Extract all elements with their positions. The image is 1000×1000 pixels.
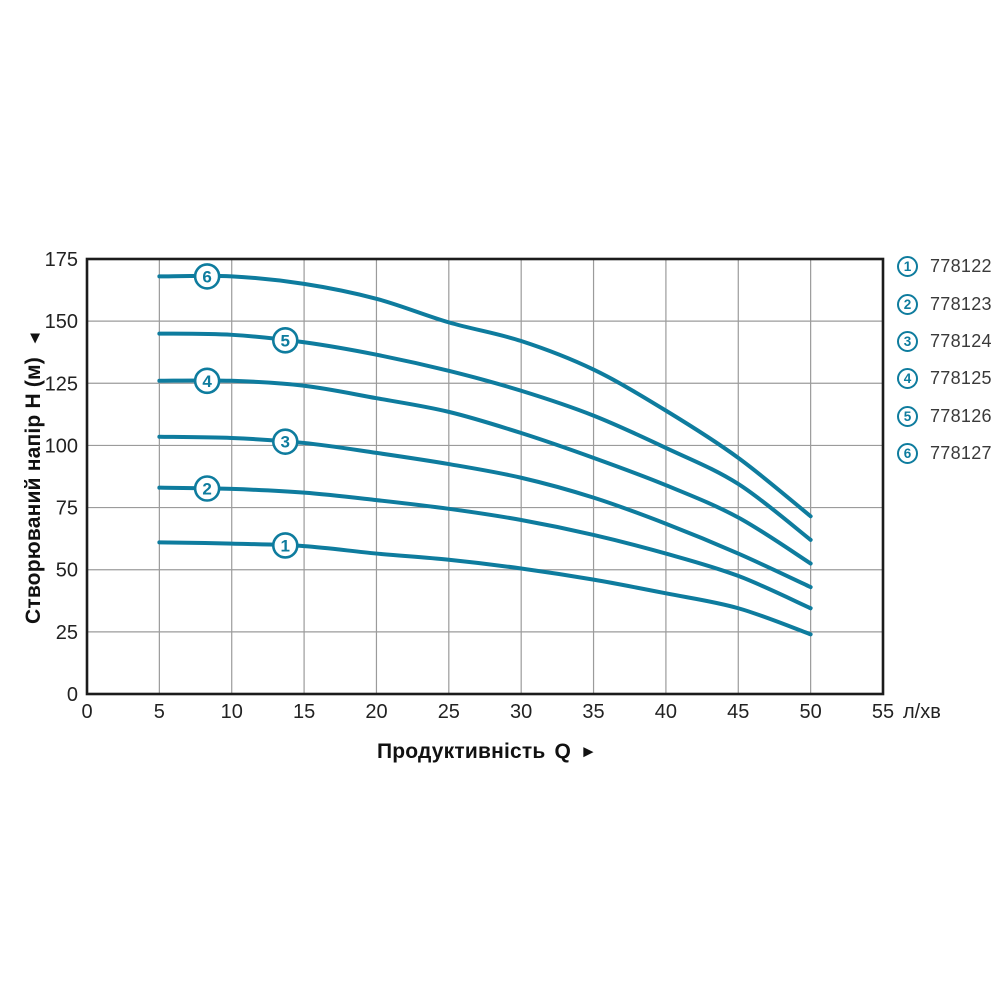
legend: 1 778122 2 778123 3 778124 4 778125 5 778126 6 7781… [897, 248, 992, 472]
x-tick-labels: 0 5 10 15 20 25 30 35 40 45 50 55 [81, 701, 894, 723]
curve-6-778127 [157, 273, 813, 519]
curve-label-circle [193, 367, 221, 395]
curve-label-circle [193, 475, 221, 502]
legend-curve-number-badge: 5 [897, 405, 918, 427]
y-tick-label: 75 [56, 498, 78, 520]
x-tick-label: 55 [872, 701, 894, 723]
legend-model-number: 778126 [930, 405, 992, 426]
x-tick-label: 25 [438, 701, 460, 723]
legend-item-778124: 3 778124 [897, 323, 992, 360]
x-tick-label: 5 [154, 701, 165, 723]
curve-label-number: 4 [202, 372, 212, 391]
curve-label-number: 5 [281, 331, 290, 350]
curve-label-circle [271, 428, 299, 455]
y-tick-label: 125 [45, 373, 78, 395]
y-axis-arrow-icon: ▲ [26, 329, 44, 349]
legend-curve-number-badge: 6 [897, 443, 918, 465]
y-axis-title-text: Створюваний напір H (м) [22, 357, 45, 625]
x-tick-label: 30 [510, 701, 532, 723]
y-tick-label: 50 [56, 560, 78, 582]
y-tick-label: 150 [45, 311, 78, 333]
curve-label-number: 3 [281, 433, 290, 452]
y-tick-label: 0 [67, 684, 78, 706]
x-tick-label: 0 [81, 701, 92, 723]
curve-label-2: 2 [193, 475, 221, 502]
y-tick-label: 175 [45, 249, 78, 271]
curve-4-778125 [157, 378, 813, 566]
curve-label-6: 6 [193, 263, 221, 290]
x-axis-title: Продуктивність Q ► [377, 740, 597, 764]
y-tick-label: 25 [56, 622, 78, 644]
curve-label-circle [271, 532, 299, 559]
curve-2-778123 [157, 485, 813, 611]
legend-curve-number-badge: 4 [897, 368, 918, 390]
x-axis-title-text: Продуктивність [376, 740, 546, 763]
legend-model-number: 778125 [930, 368, 992, 389]
curve-label-number: 2 [202, 480, 211, 499]
curve-label-number: 6 [202, 267, 211, 286]
curves [157, 273, 813, 637]
x-tick-label: 20 [365, 701, 387, 723]
x-tick-label: 45 [727, 701, 749, 723]
x-tick-label: 10 [221, 701, 243, 723]
legend-item-778123: 2 778123 [897, 285, 992, 322]
legend-item-778127: 6 778127 [897, 435, 992, 472]
x-axis-unit: л/хв [903, 701, 941, 723]
curve-5-778126 [157, 331, 813, 542]
y-tick-labels: 0 25 50 75 100 125 150 175 [45, 249, 78, 706]
legend-item-778125: 4 778125 [897, 360, 992, 397]
legend-model-number: 778123 [930, 293, 992, 314]
curve-3-778124 [157, 434, 813, 590]
curve-label-1: 1 [271, 532, 299, 559]
curve-label-3: 3 [271, 428, 299, 455]
x-tick-label: 40 [655, 701, 677, 723]
x-axis-symbol: Q [554, 740, 572, 763]
x-tick-label: 15 [293, 701, 315, 723]
curve-label-4: 4 [193, 367, 221, 395]
y-axis-title: Створюваний напір H (м) ▲ [22, 329, 46, 625]
y-tick-label: 100 [45, 435, 78, 457]
curve-label-5: 5 [271, 327, 299, 354]
x-tick-label: 50 [800, 701, 822, 723]
legend-curve-number-badge: 3 [897, 330, 918, 352]
legend-model-number: 778127 [930, 443, 992, 464]
curve-label-number: 1 [281, 536, 290, 555]
curve-1-778122 [157, 540, 813, 637]
legend-curve-number-badge: 1 [897, 256, 918, 278]
legend-item-778126: 5 778126 [897, 398, 992, 435]
plot-border [85, 257, 885, 696]
curve-label-circle [271, 327, 299, 354]
x-axis-arrow-icon: ► [580, 742, 598, 761]
legend-item-778122: 1 778122 [897, 248, 992, 285]
legend-model-number: 778122 [930, 256, 992, 277]
legend-model-number: 778124 [930, 330, 992, 351]
curve-label-circle [193, 263, 221, 290]
x-tick-label: 35 [582, 701, 604, 723]
legend-curve-number-badge: 2 [897, 293, 918, 315]
